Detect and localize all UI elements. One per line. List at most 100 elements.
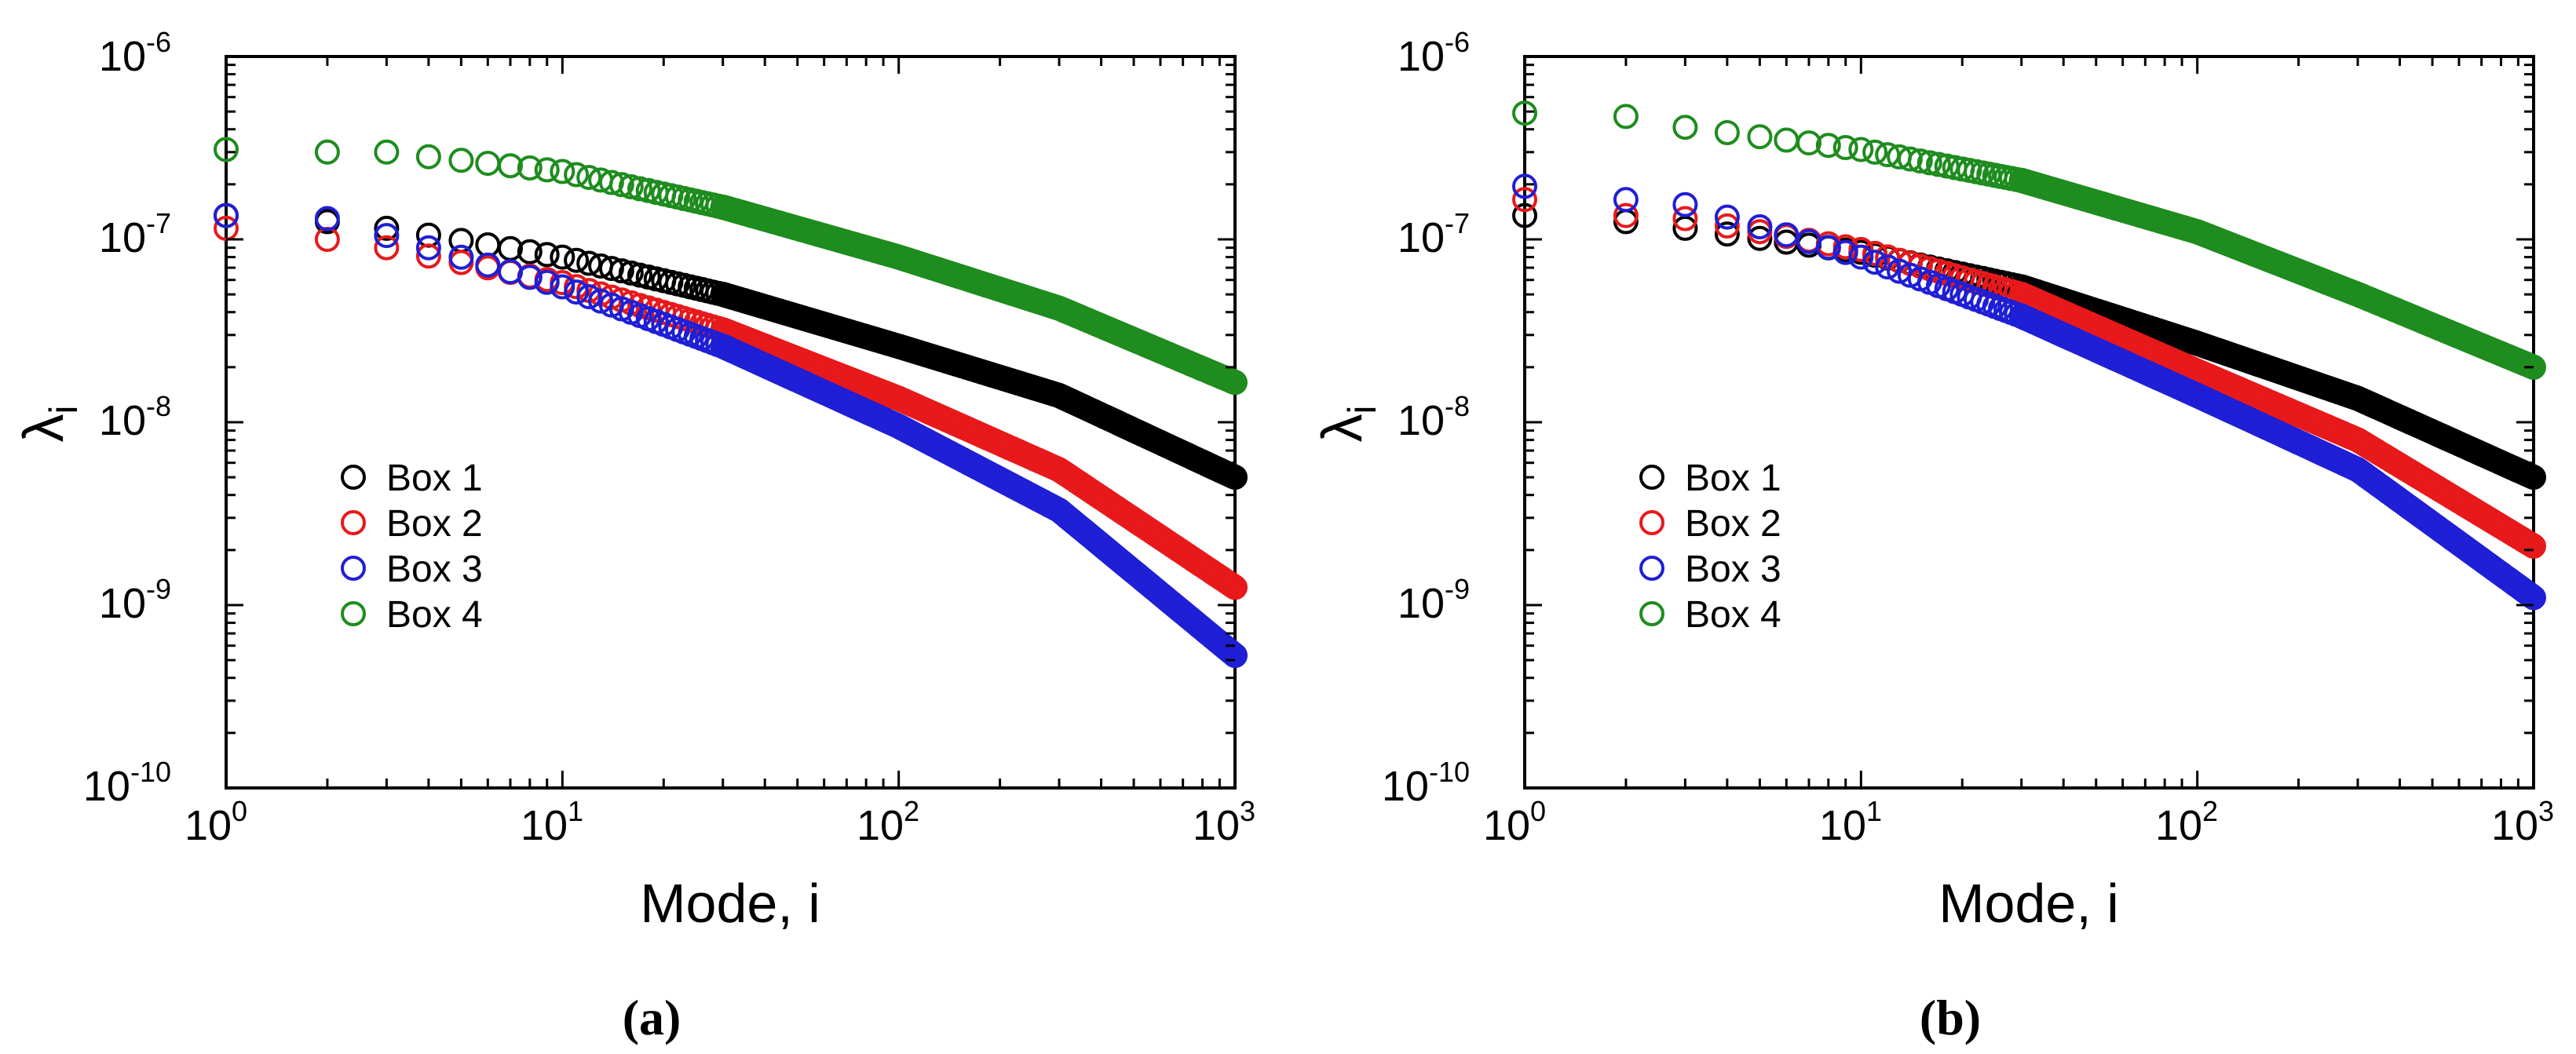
series-box-3 (214, 202, 1248, 669)
data-point (1887, 258, 1913, 284)
x-tick-label: 103 (1193, 795, 1255, 849)
data-point (448, 244, 474, 270)
data-point (550, 244, 575, 270)
data-point (475, 151, 501, 177)
legend-marker (1639, 510, 1664, 535)
y-tick-label: 10-6 (1398, 26, 1470, 80)
data-point (1512, 100, 1537, 126)
data-point (564, 279, 590, 305)
data-point (214, 202, 239, 228)
legend-marker (341, 465, 366, 490)
data-point (415, 235, 441, 261)
legend-marker (1639, 465, 1664, 490)
data-point (1714, 221, 1740, 247)
data-point (576, 284, 602, 310)
data-point (588, 288, 614, 314)
data-point (1916, 150, 1942, 176)
x-tick-label: 101 (521, 795, 583, 849)
data-point (1714, 213, 1740, 239)
data-point (1747, 124, 1773, 150)
legend-label: Box 1 (386, 458, 483, 499)
data-point (2521, 585, 2546, 611)
x-tick-label: 101 (1819, 795, 1882, 849)
data-point (517, 264, 543, 290)
series-box-2 (214, 215, 1248, 600)
data-point (1672, 215, 1698, 241)
data-point (576, 165, 602, 191)
data-point (2521, 354, 2546, 380)
series-box-4 (214, 137, 1248, 396)
data-point (1848, 236, 1874, 262)
data-point (1848, 137, 1874, 162)
y-tick-label: 10-8 (99, 390, 171, 444)
data-point (415, 222, 441, 248)
y-tick-label: 10-7 (99, 207, 171, 261)
data-point (1796, 130, 1821, 156)
data-point (1832, 135, 1858, 160)
data-point (564, 162, 590, 188)
panel-caption: (a) (623, 990, 681, 1045)
data-point (1613, 202, 1639, 228)
data-point (1613, 187, 1639, 213)
data-point (534, 242, 560, 268)
data-point (1672, 115, 1698, 140)
data-point (1747, 214, 1773, 239)
data-point (2521, 533, 2546, 559)
y-tick-labels: 10-10 10-9 10-8 10-7 10-6 (1382, 26, 1470, 810)
data-point (618, 174, 644, 199)
series-box-2 (1512, 187, 2546, 559)
x-tick-labels: 100 101 102 103 (185, 795, 1255, 849)
data-point (1862, 240, 1888, 266)
data-point (1774, 222, 1800, 248)
plot-frame (225, 55, 1237, 790)
legend-marker (341, 556, 366, 581)
data-point (1815, 133, 1841, 159)
data-point (1832, 239, 1858, 265)
series-box-1 (1512, 202, 2546, 491)
data-point (1926, 151, 1951, 177)
panel-b: 10-10 10-9 10-8 10-7 10-6 100 101 102 10… (1311, 26, 2554, 1045)
data-point (1815, 235, 1841, 261)
data-point (374, 139, 400, 165)
y-tick-label: 10-9 (99, 573, 171, 627)
data-point (1774, 127, 1800, 153)
data-point (214, 137, 239, 162)
data-point (1672, 206, 1698, 232)
data-point (534, 269, 560, 295)
y-axis-title: λi (13, 405, 86, 442)
axis-ticks (226, 57, 1235, 788)
data-point (475, 252, 501, 278)
x-tick-label: 100 (185, 795, 247, 849)
data-point (517, 239, 543, 264)
data-point (1747, 225, 1773, 251)
data-point (1714, 120, 1740, 145)
x-tick-label: 102 (857, 795, 919, 849)
series-box-4 (1512, 100, 2546, 380)
y-tick-label: 10-8 (1398, 390, 1470, 444)
legend-label: Box 2 (386, 503, 483, 545)
legend-label: Box 3 (1685, 549, 1781, 590)
data-point (374, 235, 400, 261)
data-point (576, 250, 602, 276)
axis-ticks (1525, 57, 2534, 788)
y-tick-label: 10-9 (1398, 573, 1470, 627)
data-point (1862, 139, 1888, 165)
data-point (415, 243, 441, 269)
data-point (374, 223, 400, 249)
y-tick-label: 10-7 (1398, 207, 1470, 261)
legend-label: Box 1 (1685, 458, 1781, 499)
data-point (1222, 465, 1248, 491)
y-tick-label: 10-10 (83, 756, 171, 810)
x-tick-label: 100 (1483, 795, 1546, 849)
x-axis-title: Mode, i (640, 873, 820, 934)
data-point (608, 172, 634, 198)
data-point (1613, 104, 1639, 129)
data-point (1897, 146, 1923, 172)
series-box-3 (1512, 173, 2546, 611)
legend-label: Box 4 (386, 594, 483, 636)
data-point (374, 215, 400, 241)
y-tick-labels: 10-10 10-9 10-8 10-7 10-6 (83, 26, 171, 810)
data-point (1672, 191, 1698, 217)
